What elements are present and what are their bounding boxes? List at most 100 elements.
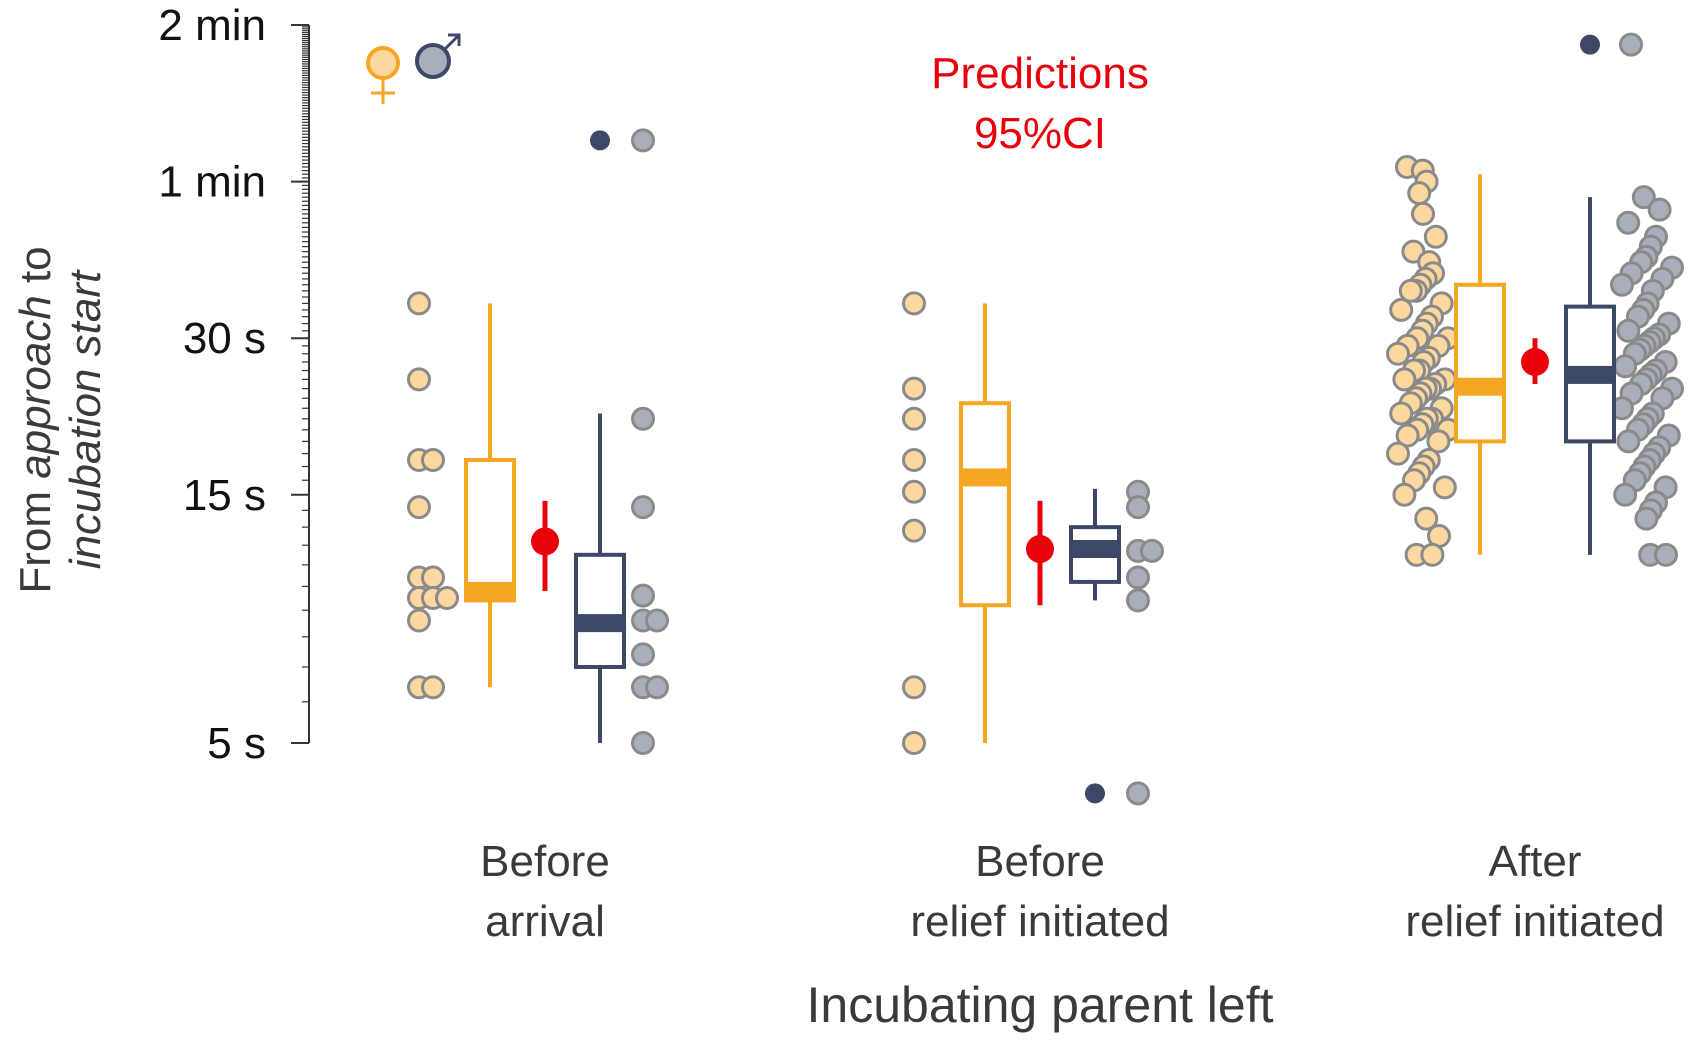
female-point — [902, 447, 926, 472]
female-point — [902, 479, 926, 504]
female-point — [407, 291, 431, 316]
category-label-1-line-1: Before — [480, 837, 610, 886]
male-box-2 — [1069, 488, 1121, 601]
female-box-3 — [1454, 174, 1506, 555]
female-legend-icon — [366, 46, 400, 104]
y-axis-label-part-2: approach — [11, 295, 60, 478]
y-tick-label: 2 min — [158, 1, 266, 50]
box-plots — [464, 34, 1616, 804]
male-point — [1126, 781, 1150, 806]
female-point — [902, 518, 926, 543]
female-point — [1426, 429, 1451, 454]
y-axis-label-line-2: incubation start — [61, 269, 110, 569]
male-point — [1634, 506, 1659, 531]
female-box-2 — [959, 303, 1011, 743]
category-label-1-line-2: arrival — [485, 897, 605, 946]
female-point — [1395, 423, 1420, 448]
female-point — [407, 608, 431, 633]
female-box-2-median — [961, 468, 1009, 487]
male-point — [631, 642, 655, 667]
male-box-1 — [574, 413, 626, 743]
male-point — [1613, 354, 1638, 379]
y-axis-label-part-3: to — [11, 246, 60, 295]
female-point — [1420, 542, 1445, 567]
female-point — [1392, 482, 1417, 507]
y-axis: 5 s 15 s 30 s 1 min 2 min — [158, 1, 310, 768]
male-box-3-median — [1566, 365, 1614, 384]
male-point — [631, 583, 655, 608]
male-point — [1140, 538, 1164, 563]
male-point — [645, 675, 669, 700]
female-box-2-iqr — [959, 401, 1011, 608]
y-axis-label: From approach to — [11, 246, 60, 593]
male-point — [1126, 588, 1150, 613]
legend — [366, 33, 461, 104]
male-point — [1126, 495, 1150, 520]
female-point — [1389, 297, 1414, 322]
predictions — [531, 338, 1549, 606]
male-point — [1610, 272, 1634, 297]
y-tick-label: 1 min — [158, 158, 266, 207]
female-point — [1414, 506, 1439, 531]
data-points — [407, 32, 1684, 806]
female-box-1-median — [466, 581, 514, 600]
female-point — [1432, 475, 1457, 500]
female-point — [407, 367, 431, 392]
category-label-3-line-1: After — [1489, 837, 1582, 886]
category-label-3-line-2: relief initiated — [1405, 897, 1664, 946]
female-point — [1407, 181, 1432, 206]
prediction-point — [531, 527, 559, 556]
female-box-1-iqr — [464, 457, 516, 603]
female-point — [1411, 201, 1435, 226]
female-point — [902, 406, 926, 431]
female-box-3-median — [1456, 377, 1504, 396]
category-label-2-line-1: Before — [975, 837, 1105, 886]
male-point — [1616, 429, 1641, 454]
female-point — [421, 675, 445, 700]
male-point — [645, 608, 669, 633]
male-box-3 — [1564, 197, 1616, 555]
male-legend-icon — [415, 33, 461, 79]
female-point — [1386, 441, 1410, 466]
female-box-1 — [464, 303, 516, 688]
male-point — [1126, 565, 1150, 590]
female-point — [421, 447, 445, 472]
male-point — [1647, 197, 1672, 222]
prediction-point — [1521, 348, 1549, 377]
male-point — [631, 406, 655, 431]
y-tick-label: 30 s — [183, 314, 266, 363]
male-point — [1619, 32, 1643, 57]
female-point — [1389, 401, 1414, 426]
female-point — [1423, 224, 1448, 249]
male-point — [1616, 318, 1641, 343]
male-point — [1613, 482, 1638, 507]
male-outlier — [590, 130, 610, 151]
female-point — [1398, 278, 1423, 303]
male-outlier — [1580, 34, 1600, 55]
female-point — [407, 495, 431, 520]
female-box-3-iqr — [1454, 282, 1506, 444]
male-point — [631, 495, 655, 520]
female-point — [902, 376, 926, 401]
male-outlier — [1085, 783, 1105, 804]
category-label-2-line-2: relief initiated — [910, 897, 1169, 946]
male-point — [1654, 542, 1678, 567]
male-point — [1616, 210, 1641, 235]
female-point — [435, 585, 459, 610]
female-point — [1386, 341, 1410, 366]
female-point — [1392, 367, 1417, 392]
female-point — [902, 731, 926, 755]
male-box-1-median — [576, 614, 624, 633]
y-tick-label: 15 s — [183, 471, 266, 520]
annotation-line-2: 95%CI — [974, 109, 1106, 158]
male-point — [631, 128, 655, 153]
female-point — [902, 291, 926, 316]
female-point — [421, 565, 445, 590]
y-axis-label-part-1: From — [11, 479, 60, 594]
x-axis-label: Incubating parent left — [807, 977, 1274, 1033]
female-point — [902, 675, 926, 700]
male-box-2-median — [1071, 540, 1119, 559]
male-box-1-iqr — [574, 552, 626, 669]
male-point — [1631, 185, 1656, 210]
